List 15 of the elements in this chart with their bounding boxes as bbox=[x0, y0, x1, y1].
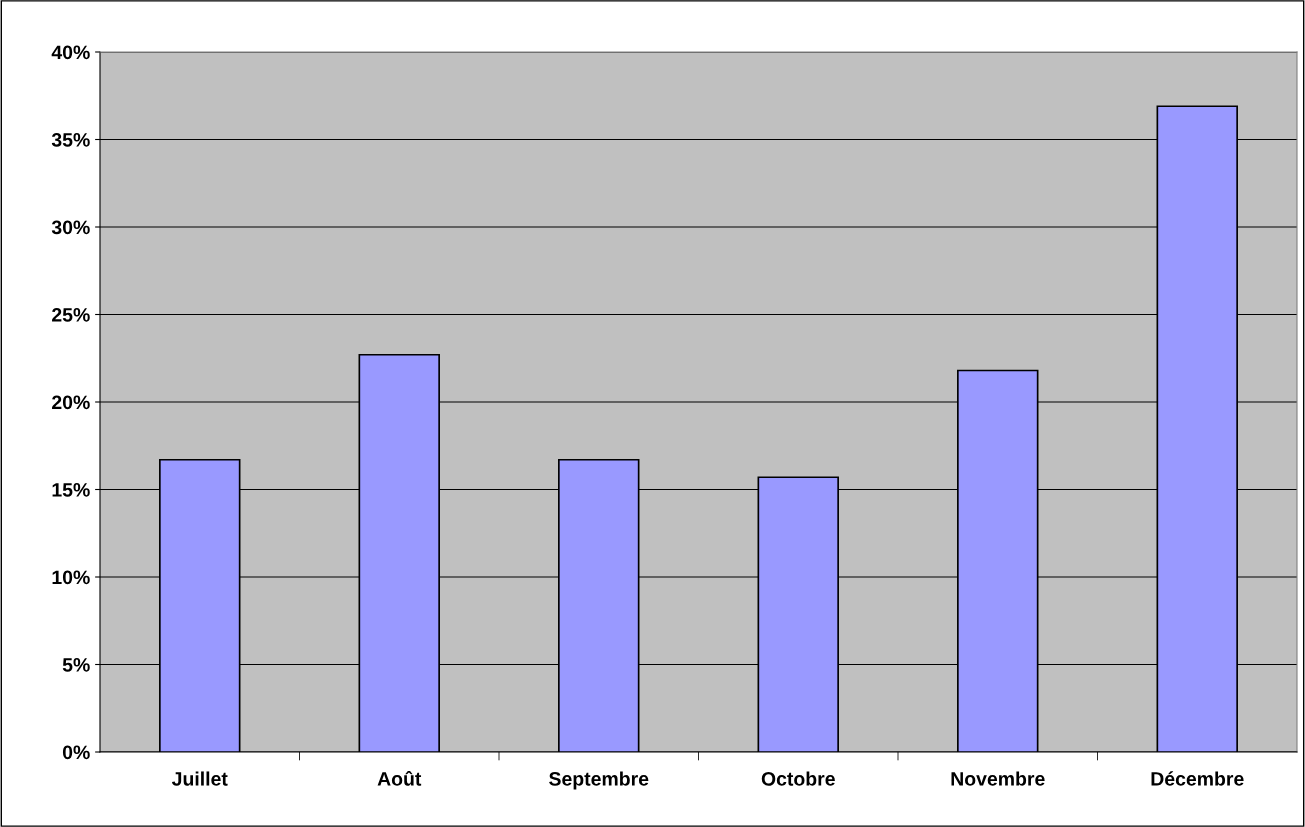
y-tick-label: 30% bbox=[51, 220, 90, 235]
y-tick-label: 15% bbox=[52, 483, 90, 497]
y-tick-label: 0% bbox=[62, 745, 90, 760]
x-tick-label: Septembre bbox=[549, 771, 649, 790]
y-tick-label: 5% bbox=[62, 658, 90, 672]
y-tick-label: 10% bbox=[52, 570, 90, 585]
x-tick-label: Décembre bbox=[1151, 771, 1244, 786]
x-tick-label: Juillet bbox=[171, 771, 228, 786]
x-tick-label: Octobre bbox=[761, 771, 835, 786]
x-tick-label: Août bbox=[377, 771, 422, 786]
y-tick-label: 20% bbox=[52, 395, 90, 410]
y-tick-label: 25% bbox=[52, 307, 90, 322]
y-tick-label: 35% bbox=[51, 132, 90, 147]
x-tick-label: Novembre bbox=[951, 771, 1045, 786]
y-tick-label: 40% bbox=[51, 45, 90, 60]
